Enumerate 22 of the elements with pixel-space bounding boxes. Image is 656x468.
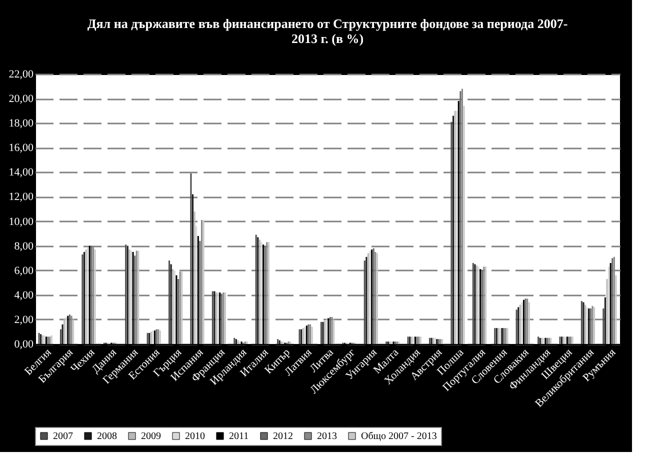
y-tick-label: 0,00 xyxy=(14,338,34,350)
y-tick-label: 14,00 xyxy=(8,166,34,179)
legend-label: 2009 xyxy=(141,431,161,442)
legend-label: 2007 xyxy=(53,431,73,442)
y-tick-label: 22,00 xyxy=(8,68,34,80)
y-tick-label: 4,00 xyxy=(14,289,34,302)
y-tick-label: 6,00 xyxy=(14,264,34,277)
y-tick-label: 2,00 xyxy=(14,314,34,326)
text: 2013 г. (в %) xyxy=(291,31,364,46)
y-tick-label: 20,00 xyxy=(8,93,34,106)
legend-label: 2011 xyxy=(229,431,249,442)
legend-label: 2008 xyxy=(97,431,117,442)
legend-label: 2010 xyxy=(185,431,205,442)
y-tick-label: 18,00 xyxy=(8,118,34,130)
text: Дял на държавите във финансирането от Структурните фондове за периода 2007- xyxy=(87,16,568,31)
legend-label: 2012 xyxy=(273,431,293,442)
y-tick-label: 8,00 xyxy=(14,240,34,252)
y-tick-label: 12,00 xyxy=(8,191,34,204)
y-tick-label: 10,00 xyxy=(8,216,34,228)
y-tick-label: 16,00 xyxy=(8,142,34,154)
legend-label: Общо 2007 - 2013 xyxy=(361,431,437,442)
legend-label: 2013 xyxy=(317,431,337,442)
